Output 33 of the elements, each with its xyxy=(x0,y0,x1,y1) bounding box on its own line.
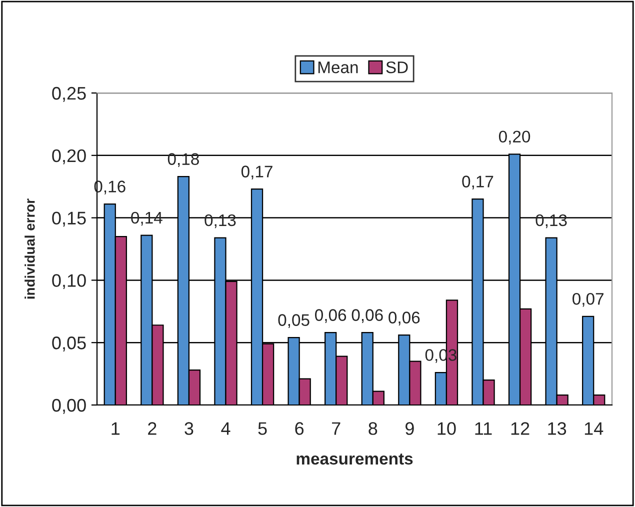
data-label: 0,06 xyxy=(352,309,383,323)
data-label: 0,17 xyxy=(462,176,494,190)
data-label: 0,05 xyxy=(278,314,310,328)
y-tick-label: 0,05 xyxy=(52,336,86,352)
x-tick-label: 11 xyxy=(475,422,492,435)
x-tick-label: 12 xyxy=(511,422,530,435)
x-tick-label: 2 xyxy=(148,422,156,435)
legend-label: SD xyxy=(386,61,408,74)
x-tick-label: 6 xyxy=(295,422,304,435)
y-tick-label: 0,10 xyxy=(52,274,86,290)
x-tick-label: 3 xyxy=(184,422,194,435)
data-label: 0,06 xyxy=(315,309,346,323)
legend-label: Mean xyxy=(318,62,358,74)
x-tick-label: 7 xyxy=(332,422,340,435)
data-label: 0,18 xyxy=(168,153,199,167)
y-axis-title: individual error xyxy=(24,198,35,299)
data-label: 0,17 xyxy=(241,166,272,180)
y-tick-label: 0,25 xyxy=(52,86,86,102)
data-label: 0,07 xyxy=(572,292,604,307)
x-tick-label: 10 xyxy=(438,422,456,435)
y-tick-label: 0,15 xyxy=(52,212,86,227)
y-tick-label: 0,00 xyxy=(52,398,86,414)
x-tick-label: 8 xyxy=(368,422,378,435)
x-tick-label: 14 xyxy=(584,422,604,435)
x-tick-label: 4 xyxy=(221,422,230,435)
data-label: 0,20 xyxy=(498,130,530,144)
x-tick-label: 1 xyxy=(112,422,120,435)
y-tick-label: 0,20 xyxy=(52,149,86,164)
x-axis-title: measurements xyxy=(296,454,413,465)
data-label: 0,06 xyxy=(388,312,420,326)
x-tick-label: 13 xyxy=(548,422,566,435)
x-tick-label: 5 xyxy=(258,422,267,435)
x-tick-label: 9 xyxy=(406,422,414,435)
